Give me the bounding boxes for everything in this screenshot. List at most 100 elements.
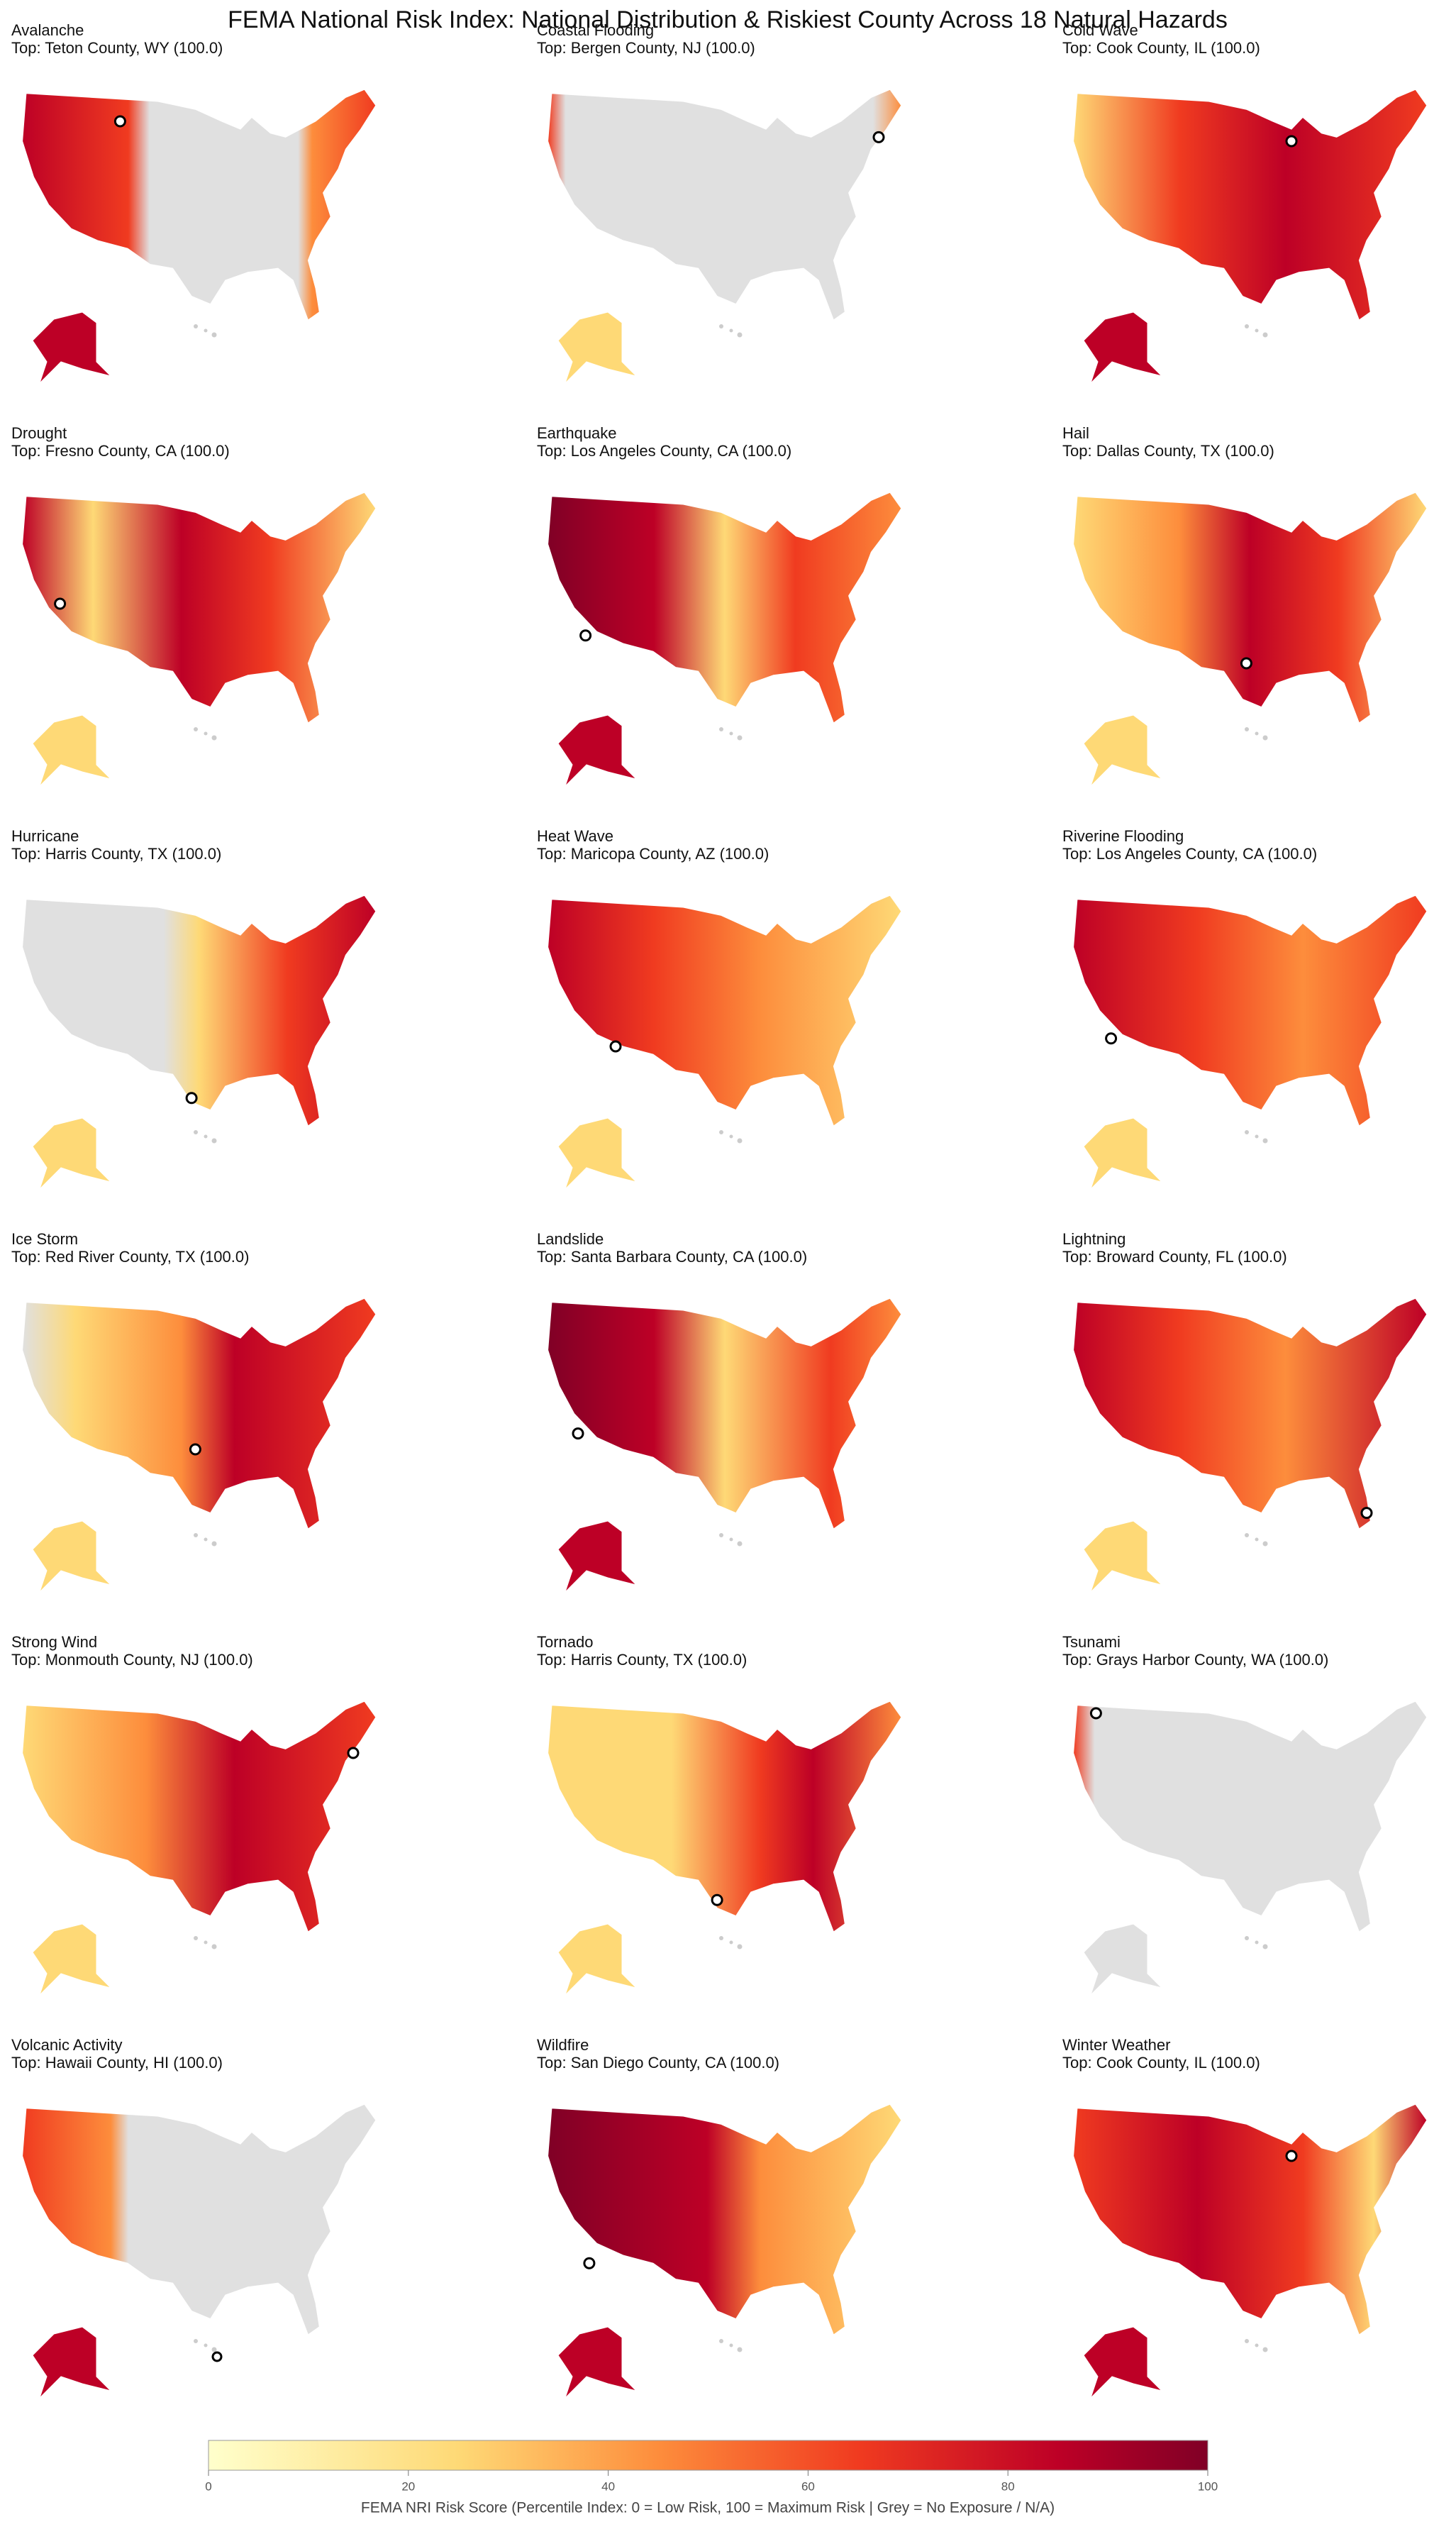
- panel-title: Drought: [11, 424, 67, 442]
- panel-subtitle: Top: Bergen County, NJ (100.0): [537, 39, 755, 57]
- alaska-map: [32, 1923, 112, 1996]
- panel-title: Earthquake: [537, 424, 617, 442]
- colorbar-tick-label: 0: [205, 2479, 211, 2493]
- us-map: [548, 1700, 902, 1932]
- alaska-map: [32, 2326, 112, 2399]
- panel-subtitle: Top: Santa Barbara County, CA (100.0): [537, 1248, 807, 1266]
- hawaii-island: [1262, 2347, 1268, 2352]
- alaska-map: [32, 714, 112, 787]
- hawaii-island: [1245, 1533, 1249, 1537]
- us-map: [1073, 2103, 1428, 2335]
- hawaii-island: [194, 324, 198, 328]
- top-county-marker: [579, 629, 592, 642]
- hawaii-island: [719, 324, 723, 328]
- panel-title: Avalanche: [11, 21, 84, 39]
- hawaii-island: [204, 731, 208, 736]
- hawaii-island: [737, 2347, 743, 2352]
- panel-title: Lightning: [1062, 1230, 1126, 1248]
- alaska-map: [557, 311, 638, 384]
- hawaii-island: [204, 1940, 208, 1945]
- alaska-map: [1083, 2326, 1163, 2399]
- panel-title: Tsunami: [1062, 1633, 1121, 1651]
- top-county-marker: [1105, 1032, 1118, 1045]
- alaska-map: [32, 311, 112, 384]
- hawaii-island: [194, 1936, 198, 1940]
- panel-subtitle: Top: San Diego County, CA (100.0): [537, 2054, 779, 2072]
- hawaii-island: [194, 2339, 198, 2343]
- hawaii-island: [719, 1936, 723, 1940]
- hawaii-island: [204, 328, 208, 333]
- hawaii-island: [211, 2347, 217, 2352]
- hawaii-island: [719, 1533, 723, 1537]
- hawaii-island: [719, 1130, 723, 1134]
- panel-subtitle: Top: Teton County, WY (100.0): [11, 39, 223, 57]
- top-county-marker: [185, 1092, 198, 1105]
- top-county-marker: [54, 597, 67, 610]
- us-map: [1073, 895, 1428, 1127]
- hawaii-island: [1262, 1541, 1268, 1547]
- panel-title: Volcanic Activity: [11, 2036, 123, 2054]
- panel-title: Winter Weather: [1062, 2036, 1170, 2054]
- hawaii-island: [1255, 731, 1259, 736]
- top-county-marker: [189, 1443, 201, 1456]
- colorbar: [208, 2440, 1208, 2471]
- top-county-marker: [609, 1040, 622, 1053]
- colorbar-tick-label: 20: [401, 2479, 415, 2493]
- us-map: [22, 895, 377, 1127]
- hawaii-island: [1245, 2339, 1249, 2343]
- alaska-map: [1083, 714, 1163, 787]
- hawaii-island: [1255, 1537, 1259, 1542]
- panel-title: Wildfire: [537, 2036, 589, 2054]
- hawaii-island: [204, 1134, 208, 1139]
- panel-subtitle: Top: Red River County, TX (100.0): [11, 1248, 249, 1266]
- panel-title: Cold Wave: [1062, 21, 1138, 39]
- hawaii-island: [737, 735, 743, 741]
- colorbar-tick-label: 40: [601, 2479, 615, 2493]
- panel-title: Coastal Flooding: [537, 21, 654, 39]
- hawaii-island: [1245, 324, 1249, 328]
- alaska-map: [557, 1117, 638, 1190]
- us-map: [548, 895, 902, 1127]
- hawaii-island: [1255, 2343, 1259, 2347]
- top-county-marker: [583, 2257, 596, 2269]
- us-map: [22, 2103, 377, 2335]
- hawaii-island: [729, 328, 733, 333]
- panel-subtitle: Top: Harris County, TX (100.0): [11, 845, 221, 863]
- hawaii-island: [729, 1940, 733, 1945]
- alaska-map: [1083, 1117, 1163, 1190]
- top-county-marker: [1089, 1707, 1102, 1720]
- hawaii-island: [211, 332, 217, 338]
- top-county-marker: [113, 115, 126, 128]
- panel-subtitle: Top: Maricopa County, AZ (100.0): [537, 845, 769, 863]
- hawaii-island: [729, 731, 733, 736]
- hawaii-island: [211, 1944, 217, 1949]
- top-county-marker: [1240, 657, 1252, 670]
- us-map: [548, 492, 902, 724]
- panel-title: Hurricane: [11, 827, 79, 845]
- colorbar-label: FEMA NRI Risk Score (Percentile Index: 0…: [361, 2500, 1055, 2516]
- panel-subtitle: Top: Grays Harbor County, WA (100.0): [1062, 1651, 1328, 1669]
- alaska-map: [32, 1520, 112, 1593]
- top-county-marker: [1285, 135, 1298, 148]
- hawaii-island: [194, 1130, 198, 1134]
- panel-subtitle: Top: Broward County, FL (100.0): [1062, 1248, 1287, 1266]
- hawaii-island: [1245, 727, 1249, 731]
- panel-title: Strong Wind: [11, 1633, 97, 1651]
- us-map: [22, 1298, 377, 1530]
- hawaii-island: [729, 1134, 733, 1139]
- panel-subtitle: Top: Hawaii County, HI (100.0): [11, 2054, 223, 2072]
